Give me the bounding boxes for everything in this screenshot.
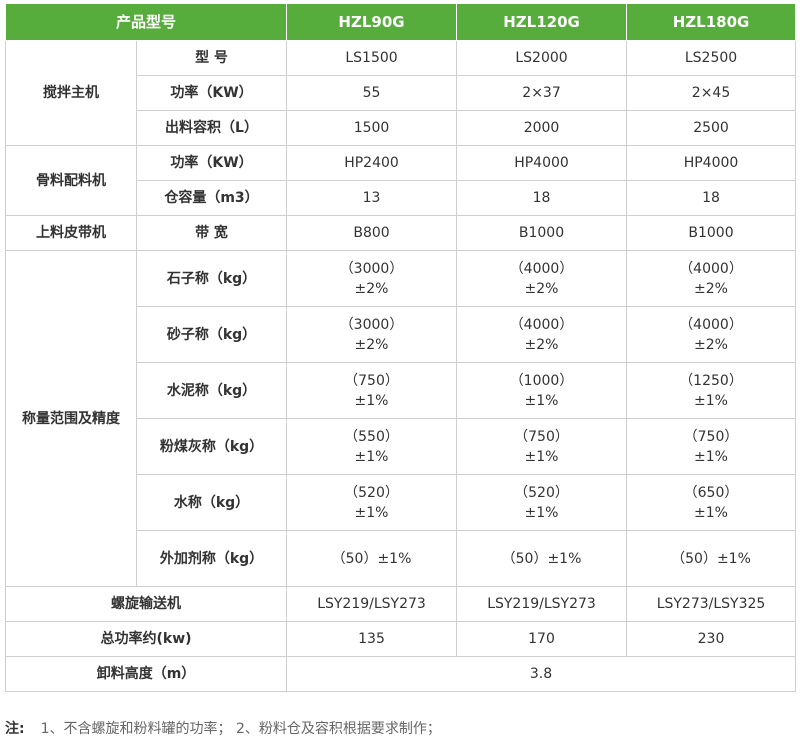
row-label: 出料容积（L） [135,110,288,146]
row-label: 螺旋输送机 [4,586,288,622]
table-row: 功率（KW） 55 2×37 2×45 [6,75,797,111]
value-cell: （3000） ±2% [286,250,458,307]
value-cell: HP4000 [626,145,797,181]
value-cell: （520） ±1% [286,474,458,531]
value-cell: B1000 [456,215,628,251]
row-label: 水称（kg） [135,474,288,531]
table-row: 仓容量（m3） 13 18 18 [6,180,797,216]
row-label: 仓容量（m3） [135,180,288,216]
product-model-header: 产品型号 [4,3,288,41]
row-label: 外加剂称（kg） [135,530,288,587]
table-row: 总功率约(kw) 135 170 230 [4,621,797,657]
footnote-text: 1、不含螺旋和粉料罐的功率； 2、粉料仓及容积根据要求制作； [40,721,441,737]
table-row: 上料皮带机 带 宽 B800 B1000 B1000 [5,215,797,251]
value-cell: （750） ±1% [626,418,797,475]
value-cell: （3000） ±2% [286,306,458,363]
value-cell: LSY273/LSY325 [626,586,797,622]
value-cell: 18 [626,180,797,216]
row-label: 功率（KW） [135,75,288,111]
row-label: 带 宽 [135,215,288,251]
value-cell: 2×37 [456,75,628,111]
category-cell: 搅拌主机 [5,40,137,146]
category-cell: 称量范围及精度 [5,250,137,587]
value-cell: （4000） ±2% [456,306,628,363]
value-cell: LS2000 [456,40,628,76]
row-label: 水泥称（kg） [135,362,288,419]
value-cell: （550） ±1% [286,418,458,475]
table-row: 外加剂称（kg） （50）±1% （50）±1% （50）±1% [6,530,797,587]
row-label: 卸料高度（m） [4,656,288,692]
value-cell: HP4000 [456,145,628,181]
row-label: 型 号 [135,40,288,76]
value-cell: 13 [286,180,458,216]
value-cell: 2×45 [626,75,797,111]
footnote-label: 注: [5,721,25,737]
value-cell: （1250） ±1% [626,362,797,419]
table-row: 出料容积（L） 1500 2000 2500 [6,110,797,146]
row-label: 石子称（kg） [135,250,288,307]
model-header: HZL180G [626,3,797,41]
value-cell: 2500 [626,110,797,146]
value-cell: B800 [286,215,458,251]
row-label: 功率（KW） [135,145,288,181]
header-row: 产品型号 HZL90G HZL120G HZL180G [4,3,797,41]
table-row: 砂子称（kg） （3000） ±2% （4000） ±2% （4000） ±2% [6,306,797,363]
table-row: 称量范围及精度 石子称（kg） （3000） ±2% （4000） ±2% （400… [5,250,797,587]
row-label: 总功率约(kw) [4,621,288,657]
value-cell: （1000） ±1% [456,362,628,419]
merged-value-cell: 3.8 [286,656,797,692]
value-cell: （50）±1% [286,530,458,587]
table-row: 螺旋输送机 LSY219/LSY273 LSY219/LSY273 LSY273… [4,586,797,622]
value-cell: （4000） ±2% [626,306,797,363]
value-cell: 135 [286,621,458,657]
value-cell: LSY219/LSY273 [286,586,458,622]
value-cell: HP2400 [286,145,458,181]
spec-table: 产品型号 HZL90G HZL120G HZL180G 搅拌主机 型 号 LS1… [4,3,797,692]
value-cell: LS1500 [286,40,458,76]
value-cell: （750） ±1% [286,362,458,419]
value-cell: （4000） ±2% [626,250,797,307]
category-cell: 骨料配料机 [5,145,137,216]
table-row: 粉煤灰称（kg） （550） ±1% （750） ±1% （750） ±1% [6,418,797,475]
model-header: HZL120G [456,3,628,41]
value-cell: （50）±1% [626,530,797,587]
row-label: 粉煤灰称（kg） [135,418,288,475]
table-row: 搅拌主机 型 号 LS1500 LS2000 LS2500 [5,40,797,146]
value-cell: LSY219/LSY273 [456,586,628,622]
table-row: 卸料高度（m） 3.8 [4,656,797,692]
value-cell: （520） ±1% [456,474,628,531]
row-label: 砂子称（kg） [135,306,288,363]
value-cell: （650） ±1% [626,474,797,531]
value-cell: 1500 [286,110,458,146]
value-cell: 18 [456,180,628,216]
category-cell: 上料皮带机 [5,215,137,251]
value-cell: LS2500 [626,40,797,76]
model-header: HZL90G [286,3,458,41]
table-row: 骨料配料机 功率（KW） HP2400 HP4000 HP4000 [5,145,797,216]
value-cell: 55 [286,75,458,111]
value-cell: （4000） ±2% [456,250,628,307]
value-cell: 170 [456,621,628,657]
value-cell: B1000 [626,215,797,251]
value-cell: 2000 [456,110,628,146]
value-cell: （50）±1% [456,530,628,587]
value-cell: （750） ±1% [456,418,628,475]
table-row: 水称（kg） （520） ±1% （520） ±1% （650） ±1% [6,474,797,531]
footnote: 注: 1、不含螺旋和粉料罐的功率； 2、粉料仓及容积根据要求制作； [5,718,441,738]
value-cell: 230 [626,621,797,657]
